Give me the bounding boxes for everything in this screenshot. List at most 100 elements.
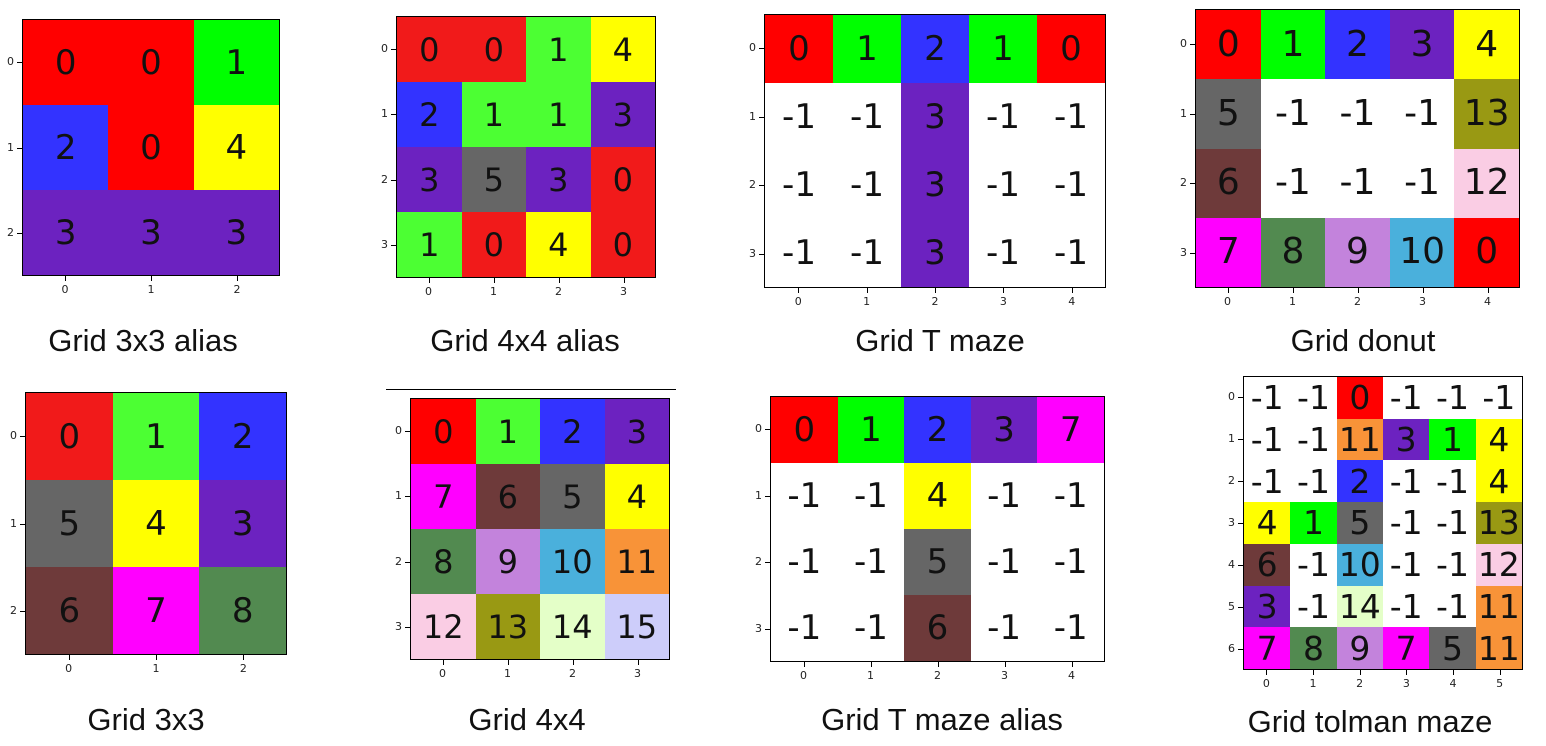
grid-cell: 3 (604, 399, 669, 464)
x-tick-label: 2 (555, 285, 562, 298)
grid-cell: 2 (397, 82, 462, 147)
y-tick-mark (391, 114, 396, 116)
grid-cell: 0 (26, 393, 113, 480)
x-tick-label: 2 (569, 667, 576, 680)
x-tick-label: 1 (1289, 295, 1296, 308)
grid-cell: 7 (411, 464, 476, 529)
grid-cell: -1 (1290, 585, 1337, 628)
y-tick-label: 1 (749, 109, 756, 123)
grid-cell: 2 (904, 397, 971, 463)
grid-cell: -1 (1260, 148, 1326, 218)
grid-cell: 6 (26, 567, 113, 654)
grid-cell: 7 (1037, 397, 1104, 463)
grid-cell: -1 (771, 529, 838, 595)
x-tick-label: 1 (504, 667, 511, 680)
grid-cell: 7 (112, 567, 200, 654)
x-tick-mark (1406, 670, 1408, 675)
grid-cell: 7 (1244, 627, 1291, 669)
x-tick-mark (156, 655, 157, 660)
grid-cell: 0 (411, 399, 476, 464)
grid-cell: -1 (1382, 460, 1430, 503)
grid-cell: 8 (411, 529, 476, 594)
grid-cell: 12 (411, 594, 476, 659)
x-tick-mark (1453, 670, 1454, 675)
grid-cell: 6 (1244, 543, 1291, 586)
x-tick-mark (798, 288, 800, 293)
y-tick-mark (391, 245, 396, 247)
grid-cell: 5 (26, 480, 113, 567)
grid-cell: -1 (1244, 377, 1291, 419)
grid-cell: 3 (193, 190, 279, 275)
grid-cell: 4 (904, 463, 971, 529)
grid-cell: -1 (1429, 502, 1476, 544)
y-tick-mark (759, 48, 764, 50)
grid-cell: -1 (969, 83, 1037, 151)
grid-cell: -1 (970, 463, 1038, 529)
x-tick-mark (935, 288, 936, 293)
grid-cell: 8 (199, 567, 286, 654)
grid-cell: 1 (526, 17, 591, 82)
grid-cell: 15 (604, 594, 669, 659)
grid-cell: 3 (23, 190, 109, 275)
x-tick-label: 2 (934, 669, 941, 682)
grid-cell: 3 (397, 147, 462, 212)
x-tick-label: 3 (1419, 295, 1426, 308)
x-tick-mark (243, 655, 245, 660)
x-tick-mark (237, 276, 238, 281)
grid-cell: -1 (1429, 543, 1476, 586)
grid-cell: 0 (1454, 217, 1519, 287)
x-tick-label: 1 (490, 285, 497, 298)
grid-cell: 3 (970, 397, 1038, 463)
grid-heatmap: 0 1 2 3 7 -1 -1 4 -1 -1 -1 -1 5 -1 -1 -1 -1 6 -1 -1 (770, 396, 1105, 662)
grid-cell: 13 (475, 594, 540, 659)
x-tick-mark (803, 662, 805, 667)
separator-line (386, 389, 676, 390)
grid-cell: 4 (604, 464, 669, 529)
grid-cell: -1 (837, 595, 905, 661)
x-tick-mark (428, 278, 430, 283)
x-tick-label: 4 (1484, 295, 1491, 308)
x-tick-mark (1292, 288, 1294, 293)
y-tick-label: 3 (395, 620, 402, 634)
x-tick-label: 2 (1354, 295, 1361, 308)
grid-cell: -1 (1037, 529, 1104, 595)
grid-cell: -1 (1475, 377, 1522, 419)
grid-cell: 10 (1336, 543, 1383, 586)
grid-cell: 1 (193, 20, 279, 105)
grid-cell: 12 (1475, 543, 1522, 586)
grid-cell: -1 (1037, 151, 1105, 219)
y-tick-mark (765, 628, 770, 630)
grid-cell: 3 (526, 147, 591, 212)
y-tick-mark (20, 611, 25, 613)
grid-cell: 5 (1336, 502, 1383, 544)
grid-cell: 3 (901, 219, 969, 287)
y-tick-mark (391, 179, 396, 181)
grid-cell: 5 (1196, 79, 1261, 149)
y-tick-mark (1238, 397, 1243, 398)
grid-cell: -1 (765, 219, 833, 287)
x-tick-label: 1 (147, 283, 155, 296)
y-tick-mark (1190, 183, 1195, 185)
grid-cell: 0 (108, 105, 194, 190)
x-tick-label: 1 (867, 669, 874, 682)
x-tick-label: 1 (863, 295, 871, 308)
y-tick-mark (17, 61, 22, 63)
x-tick-label: 4 (1068, 295, 1076, 308)
grid-cell: 1 (461, 82, 526, 147)
grid-cell: 3 (1382, 418, 1430, 461)
grid-cell: -1 (837, 529, 905, 595)
x-tick-mark (442, 660, 444, 665)
grid-cell: 5 (904, 529, 971, 595)
grid-cell: 3 (901, 151, 969, 219)
grid-cell: 4 (590, 17, 655, 82)
grid-cell: 7 (1382, 627, 1430, 669)
grid-cell: -1 (833, 219, 901, 287)
grid-cell: 2 (901, 15, 969, 83)
x-tick-mark (493, 278, 495, 283)
grid-cell: 12 (1454, 148, 1519, 218)
grid-cell: 14 (540, 594, 605, 659)
y-tick-label: 0 (381, 41, 388, 55)
y-tick-label: 1 (381, 107, 388, 121)
y-tick-label: 2 (755, 555, 762, 569)
